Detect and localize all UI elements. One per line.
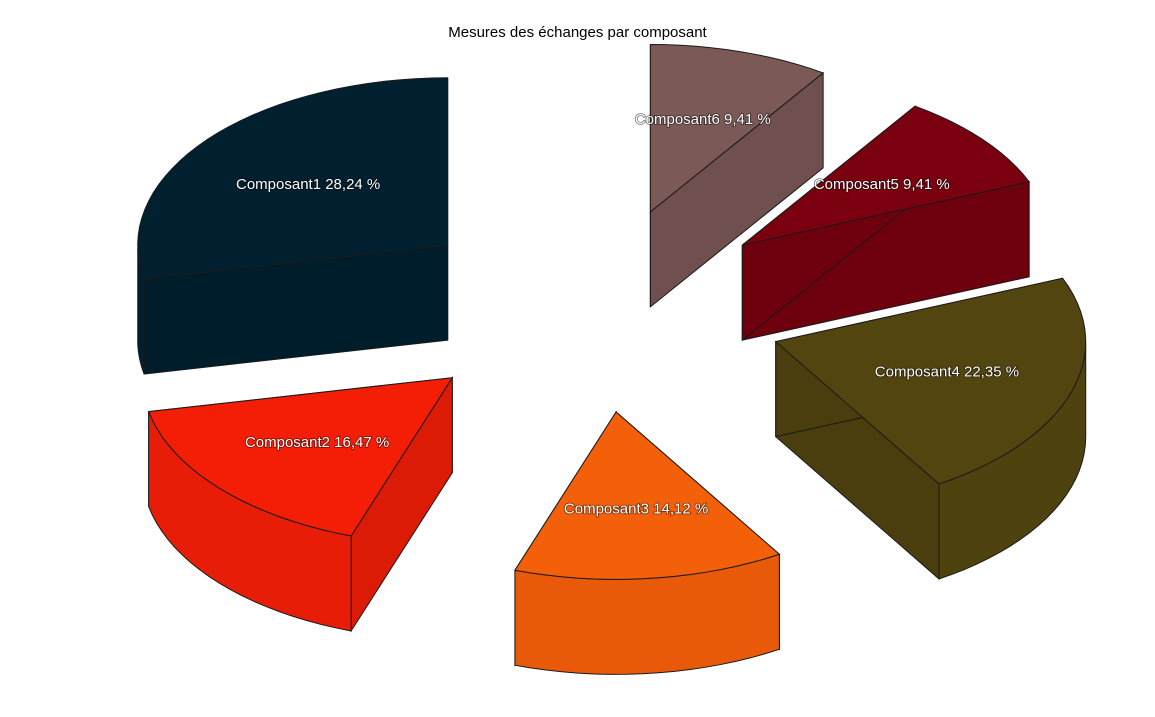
pie-slice-3-top xyxy=(514,411,781,580)
pie-slice-label-1: Composant1 28,24 % xyxy=(236,176,380,193)
pie-slice-6 xyxy=(649,43,825,308)
pie-slice-1-top xyxy=(137,77,449,280)
pie-slice-2-top xyxy=(147,377,454,537)
pie-slice-4 xyxy=(774,277,1087,581)
pie-slice-label-4: Composant4 22,35 % xyxy=(875,364,1019,381)
pie-slice-2 xyxy=(147,376,454,633)
pie-slice-6-top xyxy=(649,43,825,213)
pie-slice-label-5: Composant5 9,41 % xyxy=(814,176,950,193)
pie-slice-label-2: Composant2 16,47 % xyxy=(245,434,389,451)
pie-slice-1 xyxy=(137,77,449,375)
pie-slice-label-6: Composant6 9,41 % xyxy=(635,111,771,128)
pie-slice-label-3: Composant3 14,12 % xyxy=(564,501,708,518)
chart-title: Mesures des échanges par composant xyxy=(448,24,707,41)
pie-slice-3 xyxy=(514,410,781,675)
pie-slice-4-top xyxy=(774,277,1087,485)
pie-slice-5-top xyxy=(741,105,1031,246)
pie-slice-5 xyxy=(741,105,1031,342)
